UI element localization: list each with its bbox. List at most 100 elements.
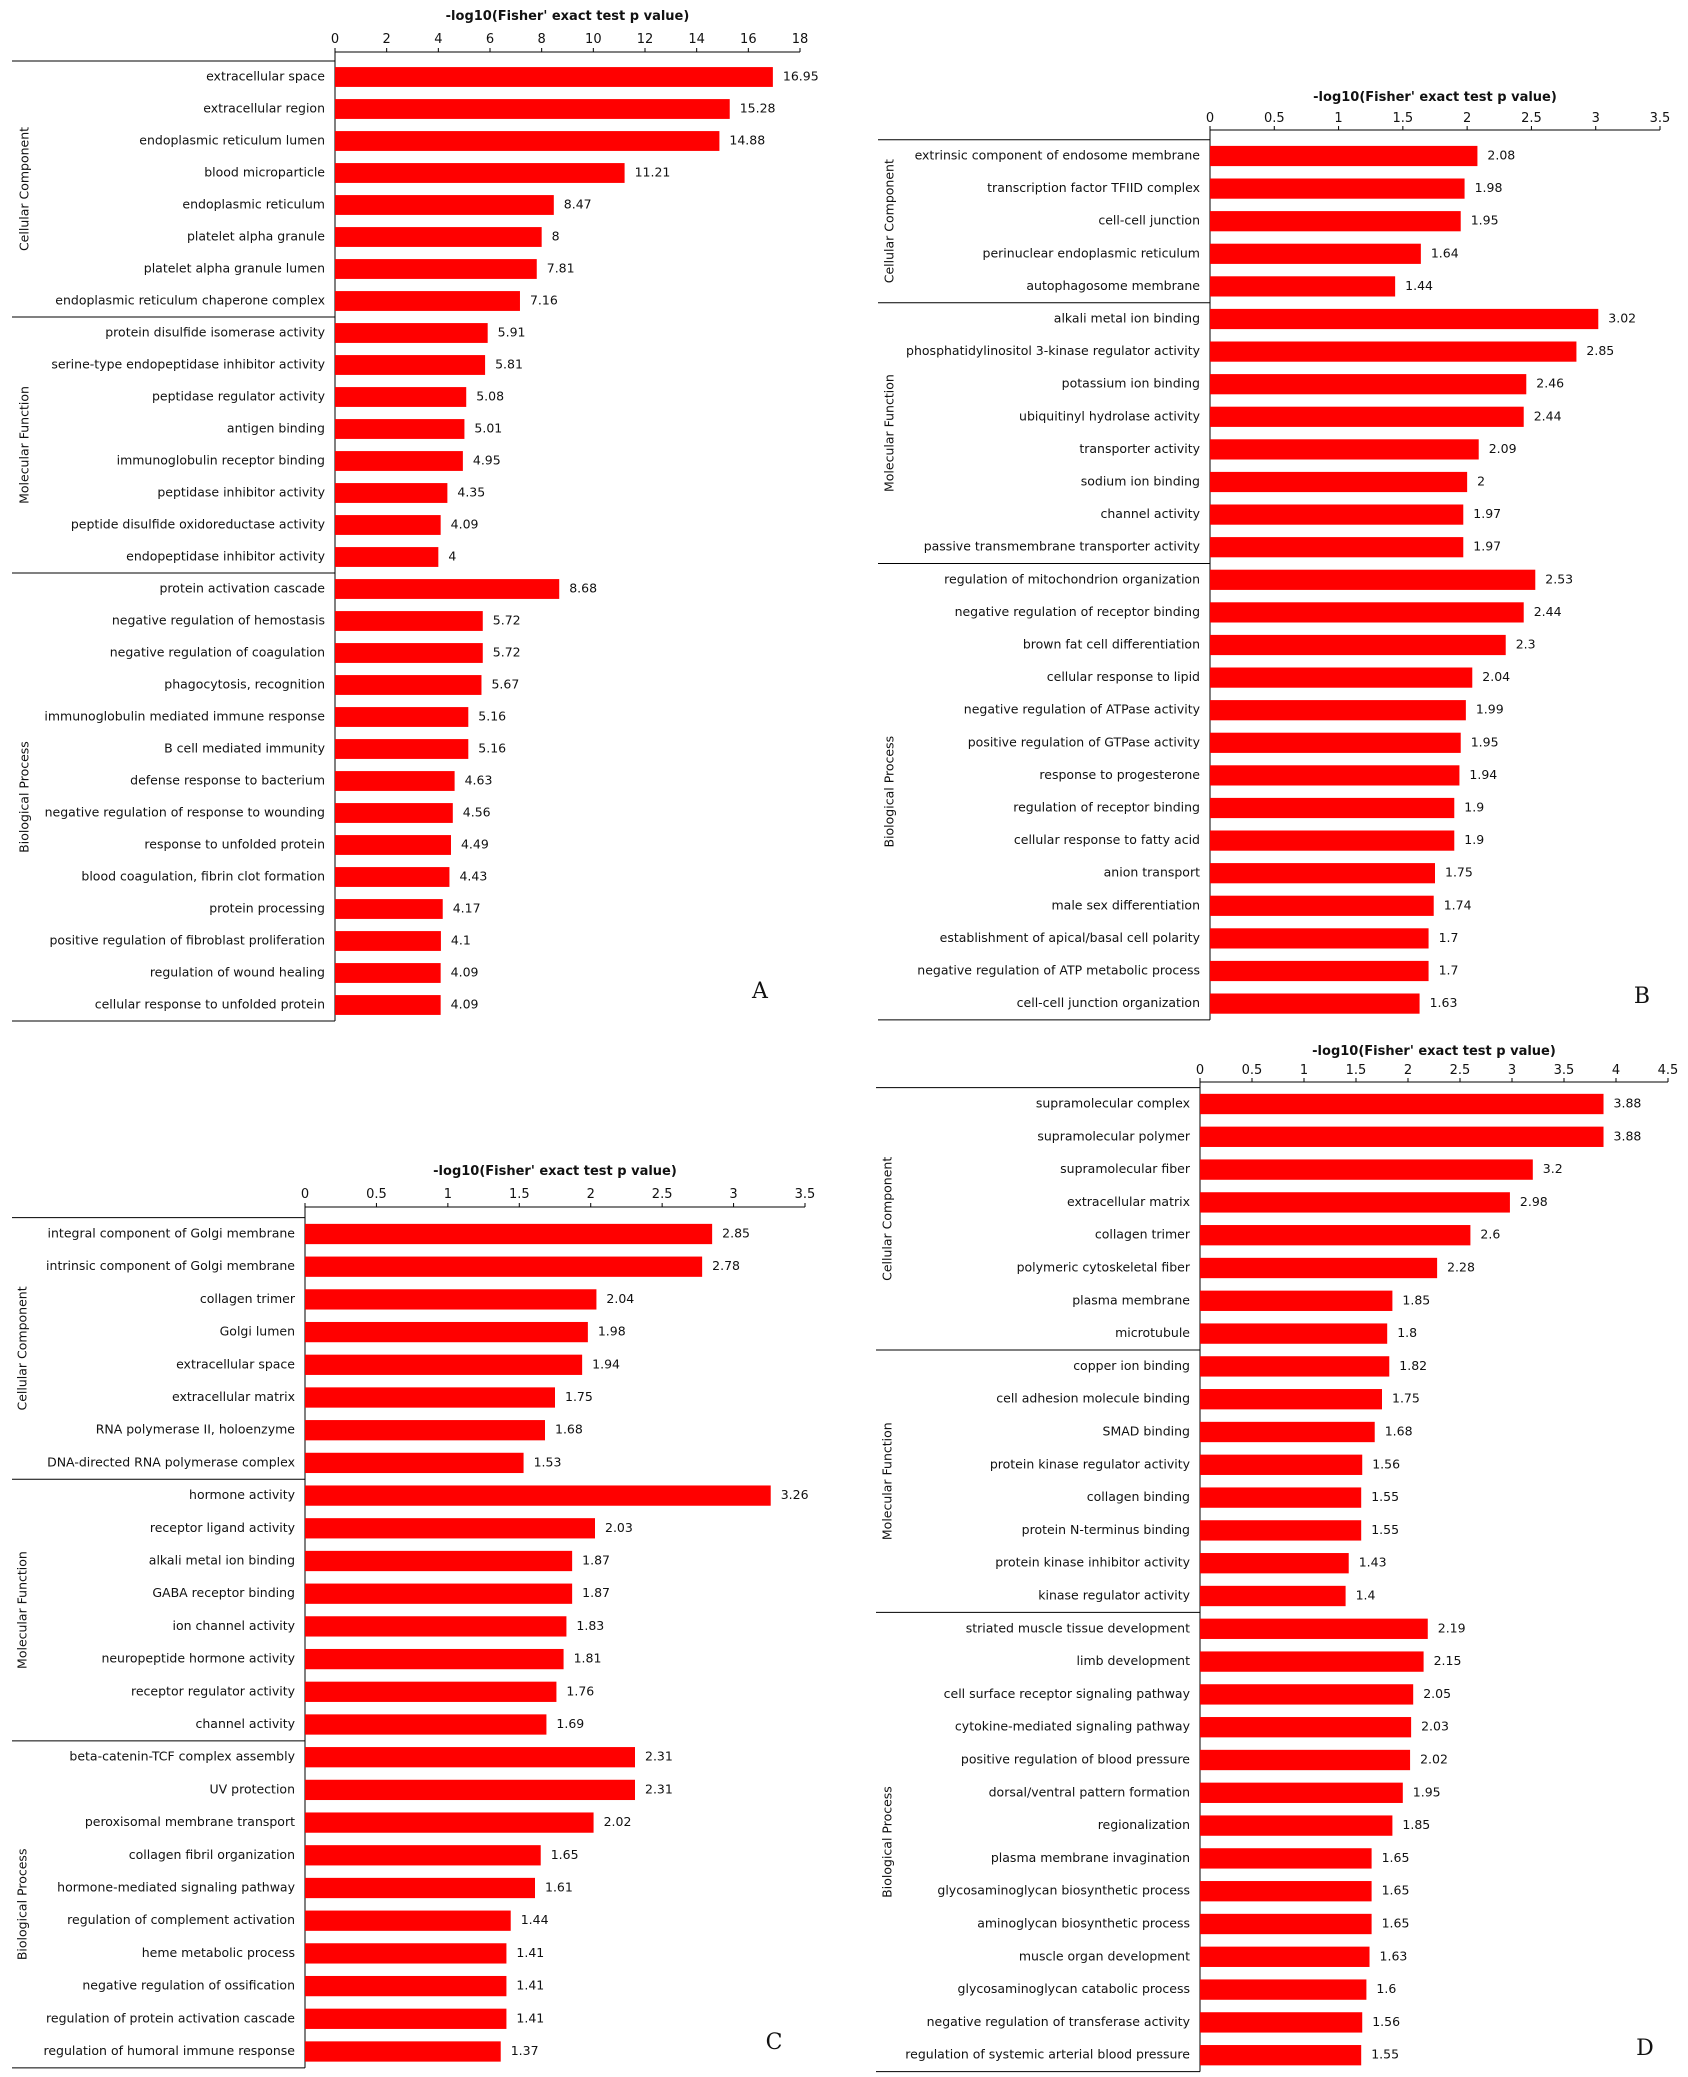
value-label: 2.02 bbox=[1420, 1752, 1448, 1767]
bar bbox=[305, 1812, 594, 1833]
x-axis-title: -log10(Fisher' exact test p value) bbox=[1312, 1044, 1556, 1059]
bar bbox=[1200, 1192, 1510, 1213]
value-label: 1.95 bbox=[1471, 734, 1499, 749]
category-label: glycosaminoglycan biosynthetic process bbox=[937, 1883, 1190, 1898]
value-label: 1.87 bbox=[582, 1585, 610, 1600]
bar bbox=[1200, 1225, 1471, 1246]
value-label: 3.26 bbox=[781, 1487, 809, 1502]
value-label: 4 bbox=[448, 549, 456, 564]
category-label: immunoglobulin receptor binding bbox=[117, 453, 325, 468]
x-tick-label: 18 bbox=[792, 32, 809, 47]
bar bbox=[1200, 2045, 1362, 2066]
category-label: copper ion binding bbox=[1073, 1358, 1190, 1373]
value-label: 1.55 bbox=[1371, 2047, 1399, 2062]
category-label: peptide disulfide oxidoreductase activit… bbox=[71, 517, 326, 532]
category-label: male sex differentiation bbox=[1052, 897, 1201, 912]
category-label: blood microparticle bbox=[204, 165, 325, 180]
value-label: 1.9 bbox=[1464, 832, 1484, 847]
value-label: 1.63 bbox=[1380, 1948, 1408, 1963]
category-label: cell-cell junction bbox=[1098, 213, 1200, 228]
value-label: 1.82 bbox=[1399, 1358, 1427, 1373]
category-label: supramolecular complex bbox=[1036, 1096, 1190, 1111]
bar bbox=[1210, 863, 1435, 884]
value-label: 2.05 bbox=[1423, 1686, 1451, 1701]
category-label: brown fat cell differentiation bbox=[1023, 637, 1200, 652]
value-label: 1.99 bbox=[1476, 702, 1504, 717]
x-tick-label: 1 bbox=[1300, 1063, 1308, 1078]
x-tick-label: 16 bbox=[740, 32, 757, 47]
category-label: SMAD binding bbox=[1103, 1424, 1190, 1439]
value-label: 7.16 bbox=[530, 293, 558, 308]
value-label: 2.46 bbox=[1536, 376, 1564, 391]
category-label: extracellular region bbox=[203, 101, 325, 116]
category-label: regulation of receptor binding bbox=[1013, 800, 1200, 815]
x-tick-label: 8 bbox=[538, 32, 546, 47]
value-label: 5.72 bbox=[493, 645, 521, 660]
bar bbox=[335, 99, 730, 119]
bar bbox=[335, 771, 455, 791]
category-label: negative regulation of hemostasis bbox=[112, 613, 325, 628]
value-label: 1.65 bbox=[551, 1847, 579, 1862]
category-label: cell adhesion molecule binding bbox=[996, 1391, 1190, 1406]
value-label: 8.47 bbox=[564, 197, 592, 212]
bar bbox=[1200, 1159, 1533, 1180]
value-label: 2.15 bbox=[1434, 1653, 1462, 1668]
bar bbox=[1210, 830, 1455, 851]
value-label: 1.65 bbox=[1382, 1850, 1410, 1865]
bar bbox=[1200, 1323, 1388, 1344]
category-label: protein kinase regulator activity bbox=[990, 1456, 1191, 1471]
bar bbox=[1200, 1356, 1390, 1377]
value-label: 1.41 bbox=[516, 1978, 544, 1993]
bar bbox=[1210, 439, 1479, 460]
category-label: positive regulation of blood pressure bbox=[961, 1752, 1190, 1767]
panel-letter: D bbox=[1636, 2036, 1654, 2061]
value-label: 1.55 bbox=[1371, 1489, 1399, 1504]
value-label: 2.04 bbox=[606, 1291, 634, 1306]
value-label: 1.87 bbox=[582, 1553, 610, 1568]
category-label: receptor regulator activity bbox=[131, 1683, 296, 1698]
bar bbox=[305, 1648, 564, 1670]
category-label: regulation of protein activation cascade bbox=[46, 2010, 295, 2025]
x-tick-label: 3.5 bbox=[1650, 111, 1671, 126]
group-label: Biological Process bbox=[880, 1786, 895, 1898]
value-label: 8.68 bbox=[569, 581, 597, 596]
value-label: 1.53 bbox=[534, 1454, 562, 1469]
value-label: 1.65 bbox=[1382, 1883, 1410, 1898]
category-label: sodium ion binding bbox=[1081, 474, 1200, 489]
value-label: 4.56 bbox=[463, 805, 491, 820]
category-label: supramolecular fiber bbox=[1060, 1161, 1191, 1176]
category-label: collagen trimer bbox=[200, 1291, 296, 1306]
bar bbox=[335, 899, 443, 919]
bar bbox=[1210, 504, 1464, 525]
category-label: glycosaminoglycan catabolic process bbox=[958, 1981, 1190, 1996]
value-label: 2.31 bbox=[645, 1749, 673, 1764]
x-tick-label: 12 bbox=[637, 32, 654, 47]
category-label: extracellular space bbox=[206, 69, 325, 84]
bar bbox=[1210, 602, 1524, 623]
category-label: regulation of wound healing bbox=[150, 965, 325, 980]
category-label: supramolecular polymer bbox=[1037, 1128, 1191, 1143]
x-tick-label: 1.5 bbox=[509, 1187, 530, 1202]
bar bbox=[335, 835, 451, 855]
x-tick-label: 2 bbox=[383, 32, 391, 47]
bar bbox=[335, 739, 469, 759]
value-label: 1.75 bbox=[565, 1389, 593, 1404]
x-axis-title: -log10(Fisher' exact test p value) bbox=[446, 9, 690, 24]
bar bbox=[1200, 2012, 1363, 2033]
category-label: cellular response to unfolded protein bbox=[95, 997, 325, 1012]
value-label: 1.43 bbox=[1359, 1555, 1387, 1570]
category-label: alkali metal ion binding bbox=[149, 1553, 295, 1568]
category-label: collagen binding bbox=[1087, 1489, 1190, 1504]
bar bbox=[1210, 276, 1396, 297]
bar bbox=[335, 675, 482, 695]
value-label: 8 bbox=[552, 229, 560, 244]
category-label: GABA receptor binding bbox=[152, 1585, 295, 1600]
x-tick-label: 2 bbox=[587, 1187, 595, 1202]
bar bbox=[1200, 1684, 1414, 1705]
category-label: regulation of humoral immune response bbox=[43, 2043, 295, 2058]
value-label: 3.02 bbox=[1608, 311, 1636, 326]
x-tick-label: 6 bbox=[486, 32, 494, 47]
value-label: 3.88 bbox=[1614, 1096, 1642, 1111]
category-label: ubiquitinyl hydrolase activity bbox=[1019, 408, 1201, 423]
category-label: negative regulation of response to wound… bbox=[45, 805, 325, 820]
